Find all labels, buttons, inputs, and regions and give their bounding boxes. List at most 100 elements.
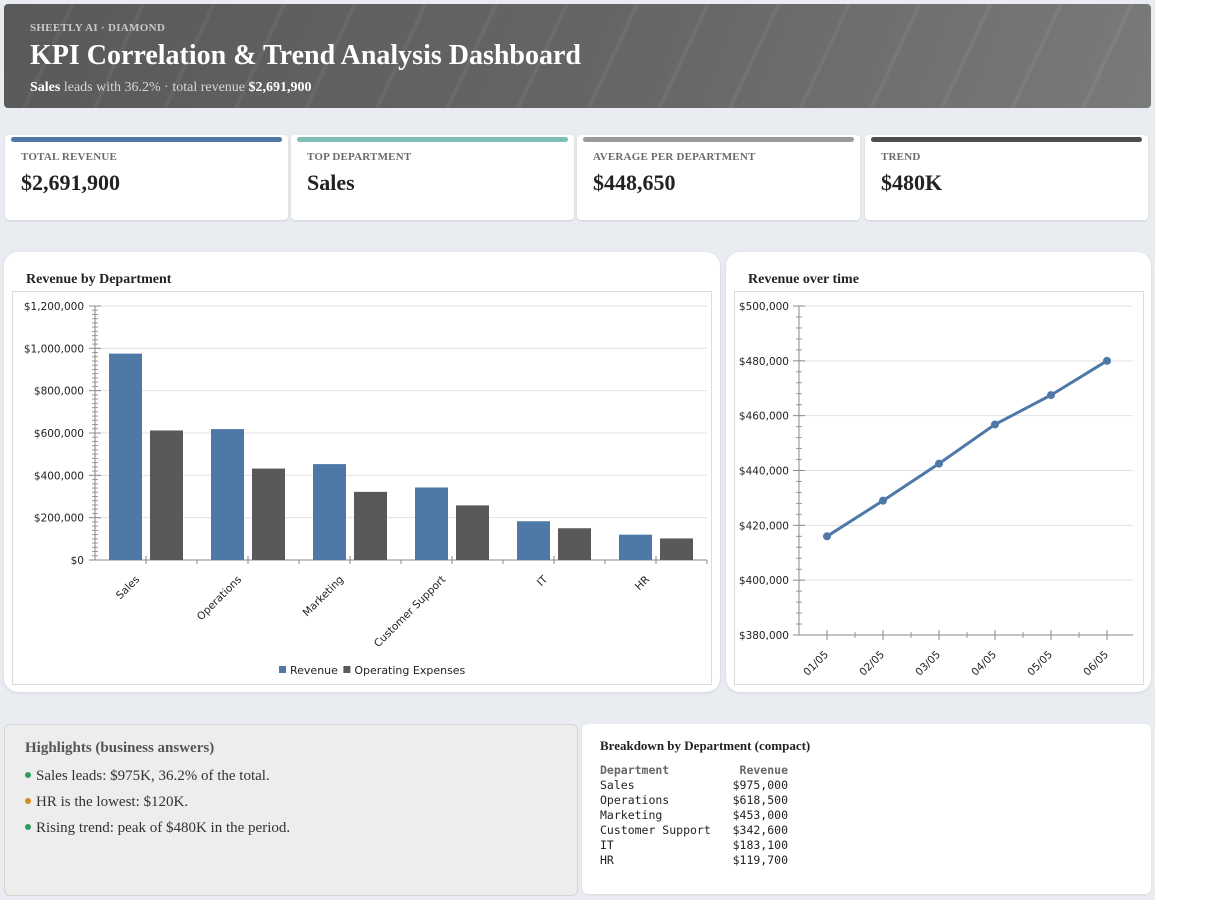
bar-revenue <box>517 521 550 560</box>
kpi-accent-bar <box>11 137 282 142</box>
bar-chart-title: Revenue by Department <box>26 272 172 287</box>
y-tick-label: $440,000 <box>739 466 789 478</box>
page-title: KPI Correlation & Trend Analysis Dashboa… <box>30 40 582 71</box>
cell-revenue: $342,600 <box>732 823 788 837</box>
y-tick-label: $200,000 <box>34 513 84 525</box>
kpi-card-total-revenue: TOTAL REVENUE $2,691,900 <box>5 135 288 220</box>
cell-department: IT <box>600 838 614 852</box>
highlight-item: HR is the lowest: $120K. <box>25 793 290 819</box>
kpi-value: Sales <box>307 170 355 195</box>
header-banner: SHEETLY AI · DIAMOND KPI Correlation & T… <box>4 4 1151 108</box>
bar-chart-frame: $0 $200,000 $400,000 $600,000 $800,000 $1,000… <box>12 291 712 685</box>
kpi-label: TOTAL REVENUE <box>21 151 118 163</box>
kpi-accent-bar <box>583 137 854 142</box>
breakdown-header-revenue: Revenue <box>739 763 788 777</box>
y-tick-label: $1,000,000 <box>24 343 84 355</box>
cell-revenue: $183,100 <box>732 838 788 852</box>
cell-department: Customer Support <box>600 823 711 837</box>
x-tick-label: IT <box>535 573 551 589</box>
y-tick-label: $800,000 <box>34 386 84 398</box>
y-tick-label: $500,000 <box>739 301 789 313</box>
table-row: HR $119,700 <box>600 853 788 868</box>
subtitle-total: $2,691,900 <box>248 80 312 95</box>
legend-label: Revenue <box>290 664 338 677</box>
data-point <box>879 496 887 505</box>
highlights-panel: Highlights (business answers) Sales lead… <box>4 724 578 896</box>
x-tick-label: 04/05 <box>969 649 999 679</box>
y-tick-label: $460,000 <box>739 411 789 423</box>
breakdown-table: Department Revenue Sales $975,000 Operatio… <box>600 762 788 868</box>
kpi-accent-bar <box>871 137 1142 142</box>
highlight-item: Sales leads: $975K, 36.2% of the total. <box>25 767 290 793</box>
table-row: Customer Support $342,600 <box>600 823 788 838</box>
bar-chart-legend: Revenue Operating Expenses <box>279 664 466 677</box>
cell-revenue: $453,000 <box>732 808 788 822</box>
x-tick-label: HR <box>633 574 652 593</box>
cell-department: Marketing <box>600 808 663 822</box>
bar-operating-expenses <box>660 538 693 560</box>
kpi-value: $2,691,900 <box>21 170 120 195</box>
y-tick-label: $600,000 <box>34 428 84 440</box>
bullet-dot-icon <box>25 798 31 804</box>
bar-chart: $0 $200,000 $400,000 $600,000 $800,000 $1,000… <box>24 301 708 677</box>
bar-revenue <box>619 534 652 560</box>
breakdown-panel: Breakdown by Department (compact) Depart… <box>582 724 1151 894</box>
highlight-text: Sales leads: $975K, 36.2% of the total. <box>36 768 270 784</box>
y-tick-label: $480,000 <box>739 356 789 368</box>
breakdown-header-row: Department Revenue <box>600 762 788 778</box>
cell-department: HR <box>600 853 614 867</box>
dashboard-page: SHEETLY AI · DIAMOND KPI Correlation & T… <box>0 0 1155 900</box>
x-tick-label: 02/05 <box>857 649 887 679</box>
table-row: Marketing $453,000 <box>600 808 788 823</box>
line-chart-panel: Revenue over time $380,000 $400,000 $420,0… <box>726 252 1151 692</box>
y-tick-label: $400,000 <box>34 470 84 482</box>
legend-swatch <box>279 666 286 673</box>
brand-label: SHEETLY AI · DIAMOND <box>30 22 166 34</box>
cell-department: Operations <box>600 793 670 807</box>
cell-revenue: $618,500 <box>732 793 788 807</box>
cell-department: Sales <box>600 778 635 792</box>
kpi-value: $480K <box>881 170 943 195</box>
cell-revenue: $119,700 <box>732 853 788 867</box>
table-row: IT $183,100 <box>600 838 788 853</box>
highlight-item: Rising trend: peak of $480K in the perio… <box>25 819 290 845</box>
x-tick-label: 05/05 <box>1025 649 1055 679</box>
highlight-text: HR is the lowest: $120K. <box>36 794 189 810</box>
kpi-label: TOP DEPARTMENT <box>307 151 412 163</box>
subtitle-text: leads with 36.2% · total revenue <box>60 80 249 95</box>
revenue-line <box>826 359 1108 538</box>
bullet-dot-icon <box>25 824 31 830</box>
data-point <box>1103 356 1111 365</box>
x-tick-label: 06/05 <box>1081 649 1111 679</box>
kpi-card-trend: TREND $480K <box>865 135 1148 220</box>
y-tick-label: $380,000 <box>739 630 789 642</box>
bar-chart-panel: Revenue by Department $0 $200,000 $400,000… <box>4 252 720 692</box>
cell-revenue: $975,000 <box>732 778 788 792</box>
bar-revenue <box>109 353 142 560</box>
y-tick-label: $400,000 <box>739 575 789 587</box>
bar-operating-expenses <box>354 491 387 560</box>
breakdown-body: Sales $975,000 Operations $618,500 Marketing… <box>600 778 788 868</box>
kpi-value: $448,650 <box>593 170 676 195</box>
data-point <box>935 459 943 468</box>
kpi-accent-bar <box>297 137 568 142</box>
x-tick-label: Sales <box>114 574 142 602</box>
bar-operating-expenses <box>150 430 183 560</box>
breakdown-title: Breakdown by Department (compact) <box>600 738 811 753</box>
bar-operating-expenses <box>252 468 285 560</box>
breakdown-header-department: Department <box>600 763 670 777</box>
bar-operating-expenses <box>558 528 591 560</box>
x-tick-label: Customer Support <box>372 574 448 650</box>
legend-swatch <box>343 666 351 673</box>
highlight-text: Rising trend: peak of $480K in the perio… <box>36 820 291 836</box>
x-tick-label: Marketing <box>301 574 346 619</box>
table-row: Operations $618,500 <box>600 793 788 808</box>
data-point <box>991 420 999 429</box>
bullet-dot-icon <box>25 772 31 778</box>
y-tick-label: $420,000 <box>739 520 789 532</box>
x-tick-label: 01/05 <box>801 649 831 679</box>
data-point <box>1047 391 1055 400</box>
bar-operating-expenses <box>456 505 489 560</box>
x-tick-label: 03/05 <box>913 649 943 679</box>
highlights-title: Highlights (business answers) <box>25 740 215 756</box>
